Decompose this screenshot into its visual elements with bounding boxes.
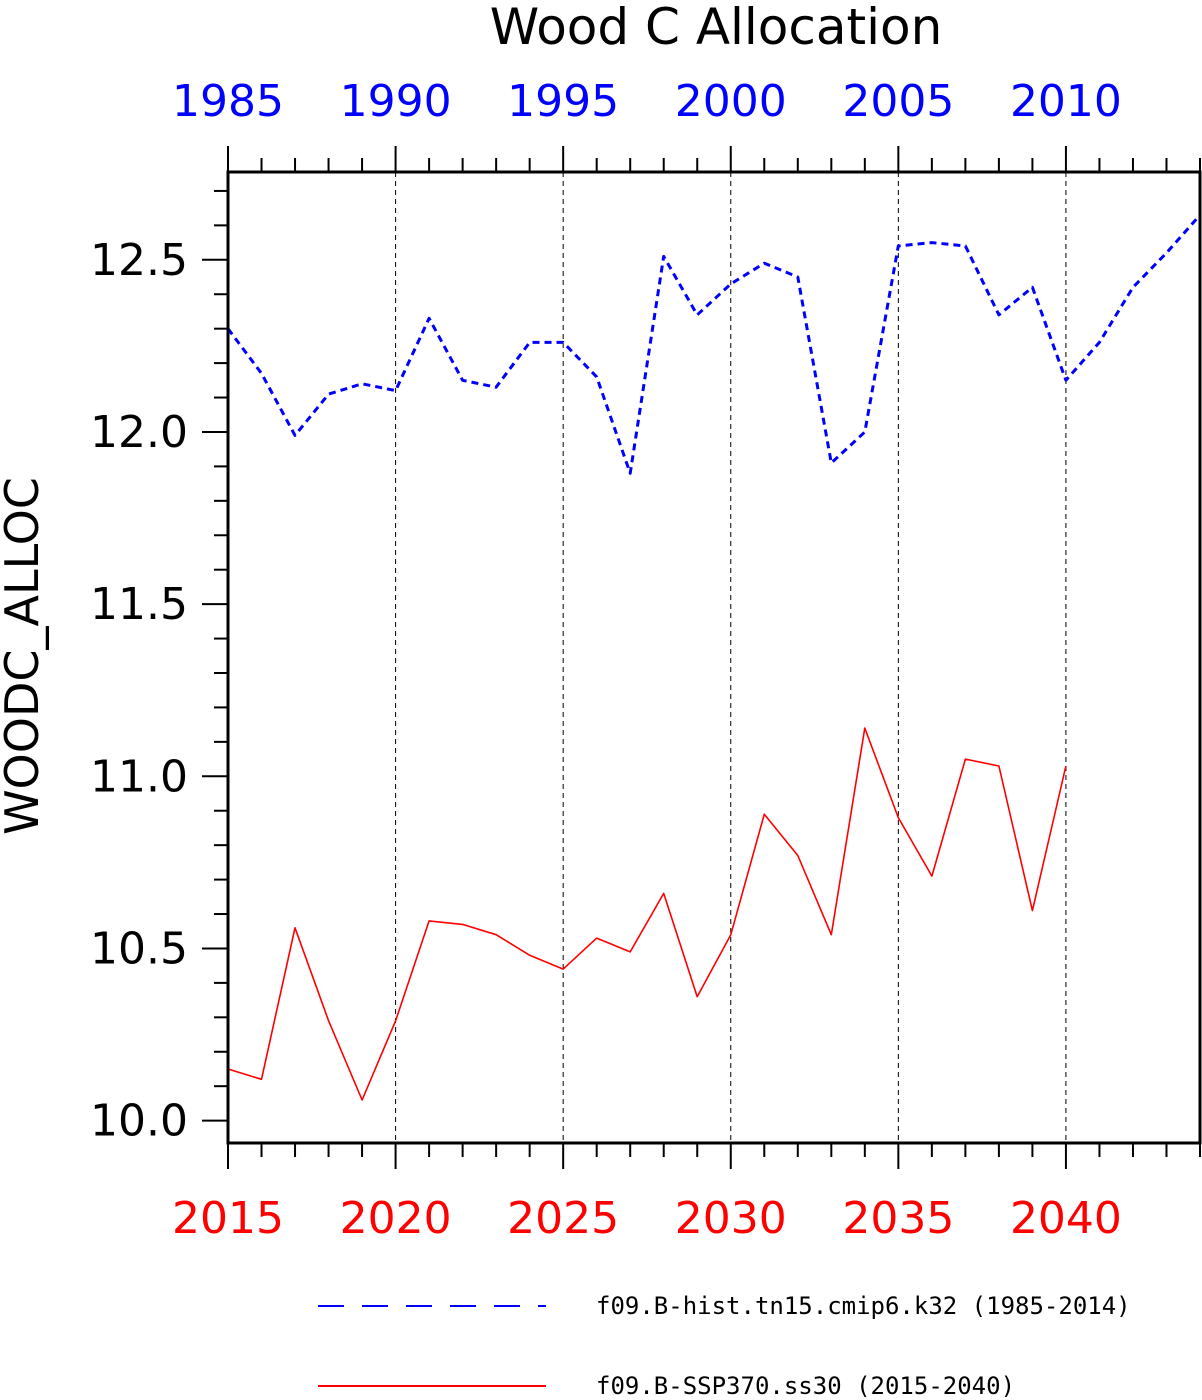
plot-area: [226, 170, 1202, 1145]
x-tick-label-bottom: 2030: [675, 1193, 787, 1244]
series-line-2: [227, 727, 1067, 1101]
x-tick-label-top: 1990: [340, 76, 452, 127]
y-tick-label: 12.0: [90, 407, 188, 458]
gridlines: [395, 172, 1067, 1143]
legend: f09.B-hist.tn15.cmip6.k32 (1985-2014) f09…: [318, 1292, 1131, 1400]
x-tick-label-bottom: 2015: [172, 1193, 284, 1244]
x-tick-label-top: 2000: [675, 76, 787, 127]
y-tick-label: 11.0: [90, 751, 188, 802]
axis-ticks: [202, 146, 1201, 1169]
x-tick-label-bottom: 2020: [340, 1193, 452, 1244]
x-tick-label-top: 1995: [507, 76, 619, 127]
legend-label-2: f09.B-SSP370.ss30 (2015-2040): [596, 1372, 1015, 1400]
x-tick-label-bottom: 2035: [842, 1193, 954, 1244]
x-tick-label-top: 2010: [1010, 76, 1122, 127]
y-tick-label: 10.0: [90, 1096, 188, 1147]
y-tick-label: 11.5: [90, 579, 188, 630]
x-tick-label-top: 1985: [172, 76, 284, 127]
tick-labels: 10.0 10.5 11.0 11.5 12.0 12.5 2015 2020 2025 2030…: [90, 76, 1122, 1244]
x-tick-label-bottom: 2040: [1010, 1193, 1122, 1244]
legend-label-1: f09.B-hist.tn15.cmip6.k32 (1985-2014): [596, 1292, 1131, 1320]
chart-title: Wood C Allocation: [490, 0, 943, 56]
x-tick-label-top: 2005: [842, 76, 954, 127]
x-tick-label-bottom: 2025: [507, 1193, 619, 1244]
y-axis-label: WOODC_ALLOC: [0, 477, 49, 835]
y-tick-label: 12.5: [90, 235, 188, 286]
y-tick-label: 10.5: [90, 923, 188, 974]
series-line-1: [226, 214, 1202, 475]
plot-frame: [226, 170, 1202, 1145]
